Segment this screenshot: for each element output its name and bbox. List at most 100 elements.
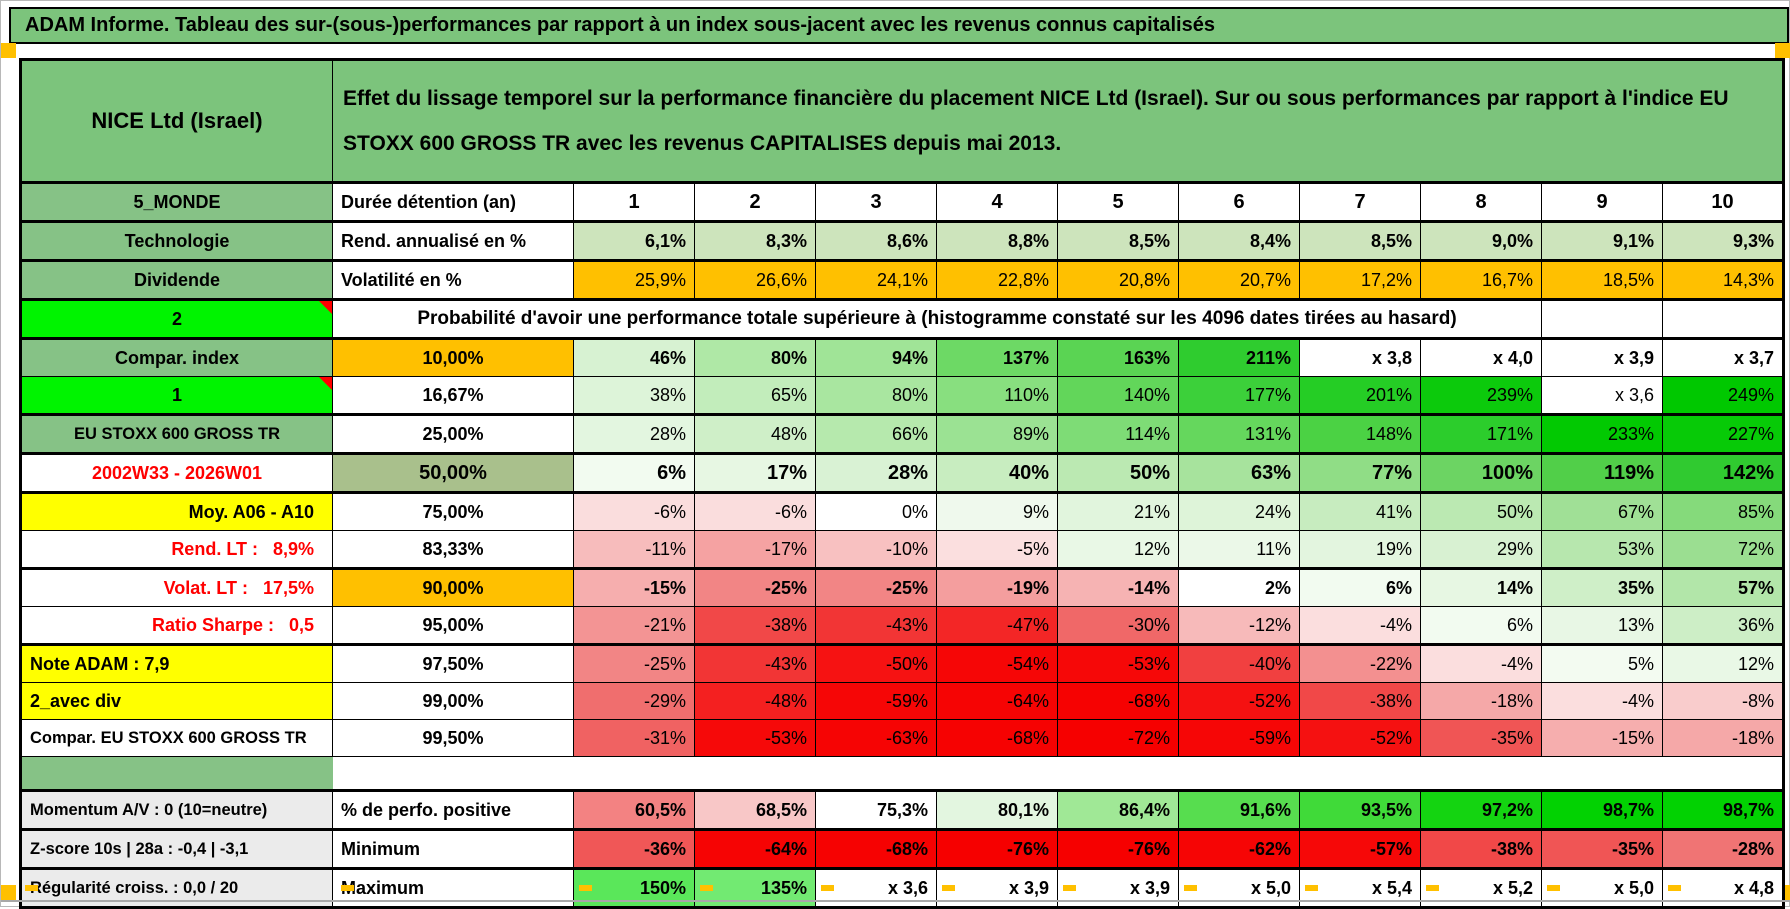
data-cell[interactable]: 63% — [1178, 452, 1300, 493]
data-cell[interactable]: 48% — [694, 413, 816, 454]
column-header-cell[interactable]: 3 — [815, 181, 937, 222]
data-cell[interactable]: 249% — [1662, 376, 1784, 415]
data-cell[interactable] — [1662, 298, 1784, 339]
data-cell[interactable]: -14% — [1057, 567, 1179, 607]
data-cell[interactable]: -43% — [815, 606, 937, 645]
data-cell[interactable]: -43% — [694, 643, 816, 683]
data-cell[interactable]: 119% — [1541, 452, 1663, 493]
row-header[interactable]: 16,67% — [332, 376, 574, 415]
data-cell[interactable]: x 4,0 — [1420, 337, 1542, 377]
data-cell[interactable]: 110% — [936, 376, 1058, 415]
data-cell[interactable]: -30% — [1057, 606, 1179, 645]
data-cell[interactable]: 9% — [936, 491, 1058, 531]
data-cell[interactable]: 8,5% — [1299, 220, 1421, 261]
data-cell[interactable]: -5% — [936, 530, 1058, 569]
data-cell[interactable]: -76% — [1057, 828, 1179, 869]
data-cell[interactable]: -4% — [1299, 606, 1421, 645]
data-cell[interactable]: 25,9% — [573, 259, 695, 300]
row-header[interactable]: 99,50% — [332, 719, 574, 757]
data-cell[interactable]: x 3,6 — [1541, 376, 1663, 415]
data-cell[interactable]: 77% — [1299, 452, 1421, 493]
data-cell[interactable]: 35% — [1541, 567, 1663, 607]
data-cell[interactable]: -59% — [815, 682, 937, 720]
row-label[interactable]: Ratio Sharpe : 0,5 — [20, 606, 333, 645]
data-cell[interactable]: 8,8% — [936, 220, 1058, 261]
data-cell[interactable]: -50% — [815, 643, 937, 683]
row-header[interactable]: 75,00% — [332, 491, 574, 531]
data-cell[interactable]: 19% — [1299, 530, 1421, 569]
row-header[interactable]: 83,33% — [332, 530, 574, 569]
data-cell[interactable]: 8,3% — [694, 220, 816, 261]
data-cell[interactable]: 177% — [1178, 376, 1300, 415]
data-cell[interactable]: 98,7% — [1662, 789, 1784, 830]
data-cell[interactable]: 9,1% — [1541, 220, 1663, 261]
data-cell[interactable]: -35% — [1420, 719, 1542, 757]
data-cell[interactable]: 2% — [1178, 567, 1300, 607]
data-cell[interactable]: -25% — [573, 643, 695, 683]
data-cell[interactable]: -4% — [1541, 682, 1663, 720]
row-label[interactable]: Rend. LT : 8,9% — [20, 530, 333, 569]
row-header[interactable]: 95,00% — [332, 606, 574, 645]
data-cell[interactable]: -35% — [1541, 828, 1663, 869]
row-label[interactable]: Momentum A/V : 0 (10=neutre) — [20, 789, 333, 830]
data-cell[interactable]: -6% — [573, 491, 695, 531]
row-header[interactable]: Minimum — [332, 828, 574, 869]
data-cell[interactable]: 14% — [1420, 567, 1542, 607]
data-cell[interactable]: -36% — [573, 828, 695, 869]
data-cell[interactable]: -38% — [1420, 828, 1542, 869]
column-header-cell[interactable]: 10 — [1662, 181, 1784, 222]
row-label[interactable]: 2 — [20, 298, 333, 339]
data-cell[interactable] — [1541, 298, 1663, 339]
row-label[interactable]: EU STOXX 600 GROSS TR — [20, 413, 333, 454]
column-header-cell[interactable]: 8 — [1420, 181, 1542, 222]
data-cell[interactable]: -18% — [1420, 682, 1542, 720]
data-cell[interactable]: 201% — [1299, 376, 1421, 415]
row-header[interactable]: 99,00% — [332, 682, 574, 720]
data-cell[interactable]: -68% — [1057, 682, 1179, 720]
row-label[interactable]: Note ADAM : 7,9 — [20, 643, 333, 683]
data-cell[interactable]: 67% — [1541, 491, 1663, 531]
row-header[interactable]: 25,00% — [332, 413, 574, 454]
data-cell[interactable]: 9,3% — [1662, 220, 1784, 261]
row-header[interactable]: 50,00% — [332, 452, 574, 493]
data-cell[interactable]: 94% — [815, 337, 937, 377]
data-cell[interactable]: 17% — [694, 452, 816, 493]
data-cell[interactable]: -76% — [936, 828, 1058, 869]
data-cell[interactable]: -48% — [694, 682, 816, 720]
data-cell[interactable]: 28% — [573, 413, 695, 454]
data-cell[interactable]: -57% — [1299, 828, 1421, 869]
column-header-cell[interactable]: 6 — [1178, 181, 1300, 222]
data-cell[interactable]: -68% — [815, 828, 937, 869]
data-cell[interactable]: x 3,7 — [1662, 337, 1784, 377]
data-cell[interactable]: -59% — [1178, 719, 1300, 757]
data-cell[interactable]: 6% — [573, 452, 695, 493]
column-header-cell[interactable]: 9 — [1541, 181, 1663, 222]
row-label[interactable]: 1 — [20, 376, 333, 415]
data-cell[interactable]: 6,1% — [573, 220, 695, 261]
data-cell[interactable]: 13% — [1541, 606, 1663, 645]
row-label[interactable]: Volat. LT : 17,5% — [20, 567, 333, 607]
data-cell[interactable]: 12% — [1057, 530, 1179, 569]
data-cell[interactable]: 50% — [1057, 452, 1179, 493]
data-cell[interactable]: 239% — [1420, 376, 1542, 415]
data-cell[interactable]: 40% — [936, 452, 1058, 493]
data-cell[interactable]: 22,8% — [936, 259, 1058, 300]
row-label[interactable]: 2_avec div — [20, 682, 333, 720]
data-cell[interactable]: -64% — [694, 828, 816, 869]
data-cell[interactable]: 65% — [694, 376, 816, 415]
data-cell[interactable]: 114% — [1057, 413, 1179, 454]
data-cell[interactable]: -25% — [815, 567, 937, 607]
data-cell[interactable]: 86,4% — [1057, 789, 1179, 830]
data-cell[interactable]: -38% — [1299, 682, 1421, 720]
data-cell[interactable]: -54% — [936, 643, 1058, 683]
row-label[interactable]: Compar. index — [20, 337, 333, 377]
data-cell[interactable]: -72% — [1057, 719, 1179, 757]
data-cell[interactable]: 148% — [1299, 413, 1421, 454]
data-cell[interactable]: 100% — [1420, 452, 1542, 493]
data-cell[interactable]: 8,5% — [1057, 220, 1179, 261]
column-header-cell[interactable]: 7 — [1299, 181, 1421, 222]
data-cell[interactable]: 46% — [573, 337, 695, 377]
row-header[interactable]: Rend. annualisé en % — [332, 220, 574, 261]
data-cell[interactable]: -29% — [573, 682, 695, 720]
column-header-cell[interactable]: 5 — [1057, 181, 1179, 222]
